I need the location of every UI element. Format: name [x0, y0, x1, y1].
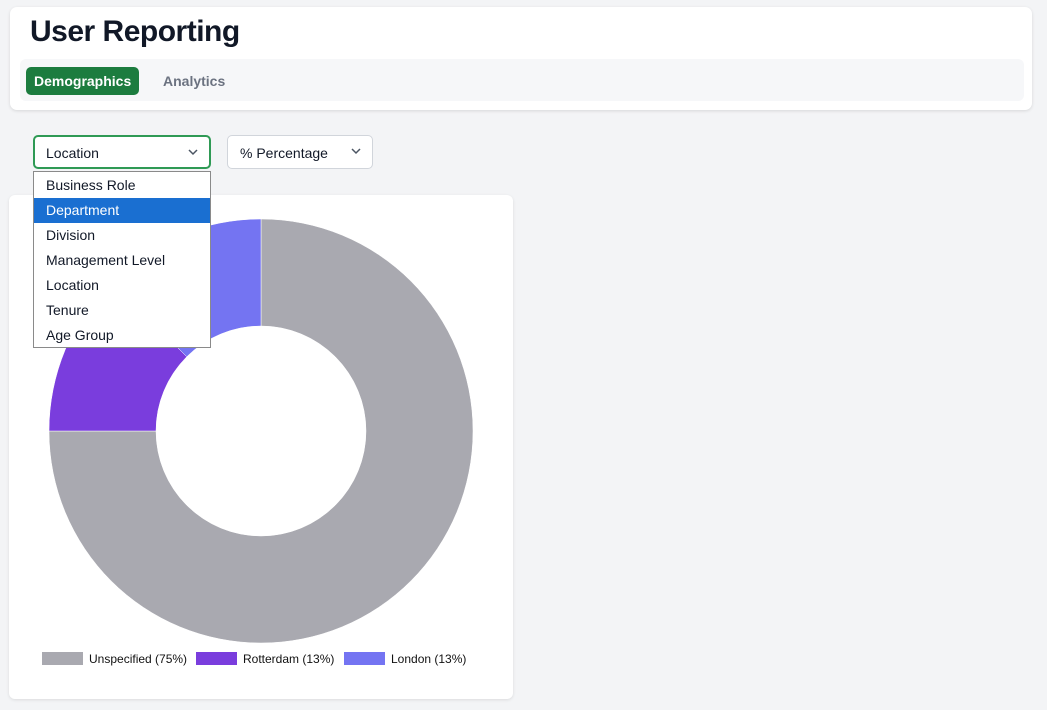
option-tenure[interactable]: Tenure: [46, 302, 89, 318]
tab-demographics[interactable]: Demographics: [26, 67, 140, 95]
header-card: User Reporting Demographics Analytics: [10, 7, 1032, 110]
metric-value: % Percentage: [240, 145, 328, 161]
option-age-group[interactable]: Age Group: [46, 327, 114, 343]
option-division[interactable]: Division: [46, 227, 96, 243]
tab-bar: Demographics Analytics: [20, 59, 1024, 101]
tab-analytics[interactable]: Analytics: [163, 73, 226, 89]
page-title: User Reporting: [30, 15, 240, 48]
group-by-select[interactable]: Location: [33, 135, 211, 169]
legend-swatch-unspecified[interactable]: [42, 652, 83, 665]
chevron-down-icon: [351, 148, 361, 155]
legend-swatch-rotterdam[interactable]: [196, 652, 237, 665]
option-department[interactable]: Department: [34, 198, 210, 223]
legend-label-unspecified[interactable]: Unspecified (75%): [89, 652, 187, 666]
chevron-down-icon: [188, 149, 198, 156]
legend-label-rotterdam[interactable]: Rotterdam (13%): [243, 652, 334, 666]
group-by-value: Location: [46, 145, 99, 161]
chart-card: Unspecified (75%) Rotterdam (13%) London (…: [9, 195, 513, 699]
metric-select[interactable]: % Percentage: [227, 135, 373, 169]
group-by-dropdown: Business Role Department Division Manage…: [33, 171, 211, 348]
legend-label-london[interactable]: London (13%): [391, 652, 466, 666]
slice-unspecified[interactable]: [48, 218, 474, 644]
legend-swatch-london[interactable]: [344, 652, 385, 665]
option-business-role[interactable]: Business Role: [46, 177, 136, 193]
option-location[interactable]: Location: [46, 277, 99, 293]
option-management-level[interactable]: Management Level: [46, 252, 166, 268]
